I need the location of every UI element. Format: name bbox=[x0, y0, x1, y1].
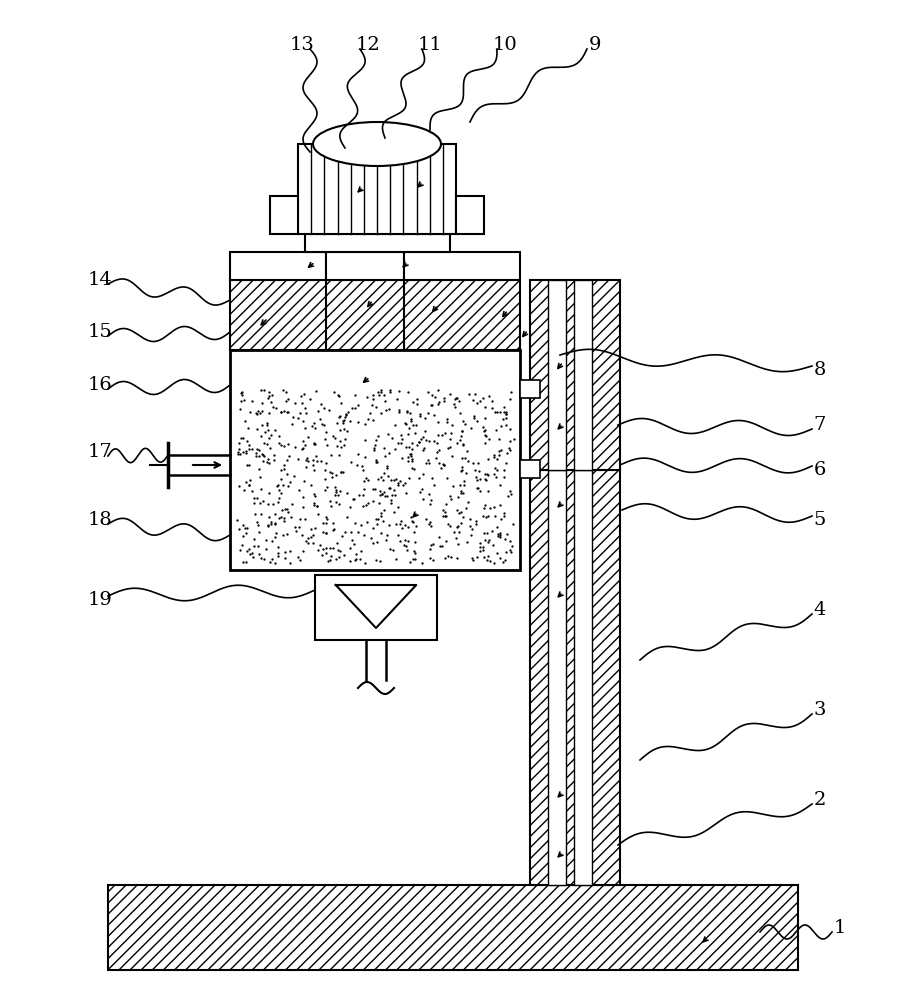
Bar bbox=[456, 196, 484, 234]
Text: 7: 7 bbox=[813, 416, 826, 434]
Text: 4: 4 bbox=[813, 601, 826, 619]
Bar bbox=[270, 196, 298, 234]
Text: 13: 13 bbox=[290, 36, 314, 54]
Text: 19: 19 bbox=[88, 591, 112, 609]
Text: 11: 11 bbox=[418, 36, 442, 54]
Text: 1: 1 bbox=[834, 919, 846, 937]
Bar bbox=[230, 252, 325, 280]
Text: 18: 18 bbox=[88, 511, 112, 529]
Bar bbox=[298, 144, 456, 234]
Bar bbox=[315, 575, 437, 640]
Text: 8: 8 bbox=[813, 361, 826, 379]
Bar bbox=[548, 470, 566, 885]
Text: 6: 6 bbox=[813, 461, 826, 479]
Text: 2: 2 bbox=[813, 791, 826, 809]
Bar bbox=[108, 885, 798, 970]
Bar bbox=[574, 280, 592, 470]
Bar bbox=[548, 280, 566, 470]
Bar bbox=[574, 470, 592, 885]
Text: 10: 10 bbox=[493, 36, 517, 54]
Bar bbox=[520, 380, 540, 398]
Text: 12: 12 bbox=[356, 36, 380, 54]
Bar bbox=[530, 280, 620, 470]
Ellipse shape bbox=[313, 122, 441, 166]
Bar bbox=[325, 252, 404, 280]
Bar bbox=[404, 252, 520, 280]
Bar bbox=[305, 234, 450, 252]
Bar bbox=[230, 280, 520, 350]
Text: 16: 16 bbox=[88, 376, 112, 394]
Bar bbox=[230, 350, 520, 570]
Text: 9: 9 bbox=[589, 36, 601, 54]
Text: 5: 5 bbox=[813, 511, 826, 529]
Text: 17: 17 bbox=[88, 443, 112, 461]
Text: 3: 3 bbox=[813, 701, 826, 719]
Bar bbox=[530, 470, 620, 885]
Text: 15: 15 bbox=[88, 323, 112, 341]
Text: 14: 14 bbox=[88, 271, 112, 289]
Bar bbox=[520, 460, 540, 478]
